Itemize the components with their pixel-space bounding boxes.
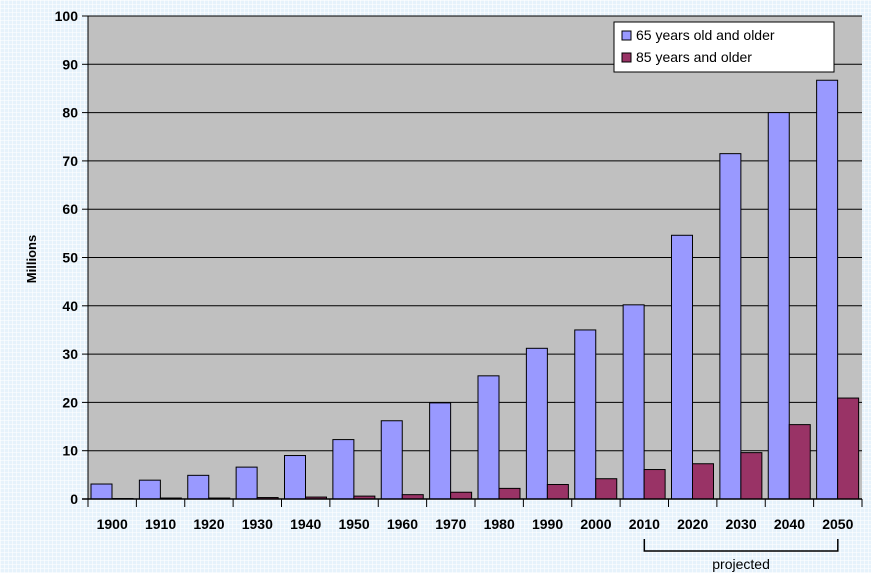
x-tick-label: 2010 [629,516,660,532]
bar-85-and-older [450,491,473,500]
bar-85-and-older [498,487,521,500]
x-tick-label: 1940 [290,516,321,532]
x-tick-label: 1980 [484,516,515,532]
x-tick-labels: 1900 1910 1920 1930 1940 1950 1960 1970 1980 1990… [97,516,854,532]
legend-label: 65 years old and older [636,27,775,43]
x-tick-label: 2000 [580,516,611,532]
bar-85-and-older [643,469,666,500]
y-tick-label: 60 [62,201,78,217]
bar-85-and-older [837,397,860,500]
y-tick-label: 30 [62,346,78,362]
y-tick-label: 10 [62,443,78,459]
x-tick-label: 1990 [532,516,563,532]
bars [90,79,860,500]
projected-bracket: projected [643,539,839,572]
x-tick-label: 1950 [338,516,369,532]
bar-65-and-older [816,79,839,500]
x-tick-label: 1960 [387,516,418,532]
x-tick-label: 1920 [193,516,224,532]
x-tick-label: 1970 [435,516,466,532]
bar-65-and-older [719,153,742,500]
x-tick-label: 1910 [145,516,176,532]
bar-85-and-older [692,463,714,500]
legend-swatch [621,52,632,63]
bar-65-and-older [138,479,161,500]
bar-65-and-older [90,483,113,500]
bar-65-and-older [767,112,790,500]
bar-85-and-older [788,424,811,500]
legend-label: 85 years and older [636,49,752,65]
bar-65-and-older [525,347,548,500]
y-tick-label: 70 [62,153,78,169]
axes [82,15,863,507]
x-tick-label: 2020 [677,516,708,532]
y-tick-label: 50 [62,250,78,266]
y-axis-title: Millions [24,235,39,283]
x-tick-label: 2030 [725,516,756,532]
bar-65-and-older [429,402,452,500]
x-tick-label: 1930 [242,516,273,532]
y-tick-label: 40 [62,298,78,314]
bar-65-and-older [235,466,258,500]
legend-swatch [621,30,632,41]
y-tick-label: 0 [70,491,78,507]
legend-box [613,21,835,73]
bar-85-and-older [595,478,618,500]
bar-65-and-older [380,420,403,500]
x-tick-label: 2050 [822,516,853,532]
y-tick-label: 20 [62,394,78,410]
bar-85-and-older [740,452,763,500]
y-tick-label: 90 [62,56,78,72]
bar-65-and-older [622,304,645,500]
legend: 65 years old and older 85 years and older [613,21,835,73]
bar-65-and-older [187,474,210,500]
bar-65-and-older [477,375,500,500]
y-tick-labels: 0 10 20 30 40 50 60 70 80 90 100 [55,8,79,507]
bar-65-and-older [574,329,597,500]
projected-bracket-line [643,539,839,552]
projected-label: projected [712,556,770,572]
bar-65-and-older [671,234,693,500]
bar-65-and-older [284,455,306,500]
x-tick-label: 1900 [97,516,128,532]
y-tick-label: 80 [62,105,78,121]
bar-65-and-older [332,439,355,500]
x-tick-label: 2040 [774,516,805,532]
y-tick-label: 100 [55,8,79,24]
bar-85-and-older [546,484,569,500]
